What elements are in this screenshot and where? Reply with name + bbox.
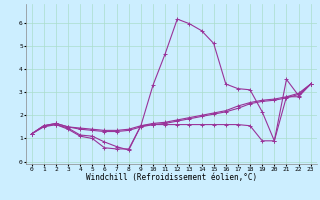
X-axis label: Windchill (Refroidissement éolien,°C): Windchill (Refroidissement éolien,°C) [86,173,257,182]
